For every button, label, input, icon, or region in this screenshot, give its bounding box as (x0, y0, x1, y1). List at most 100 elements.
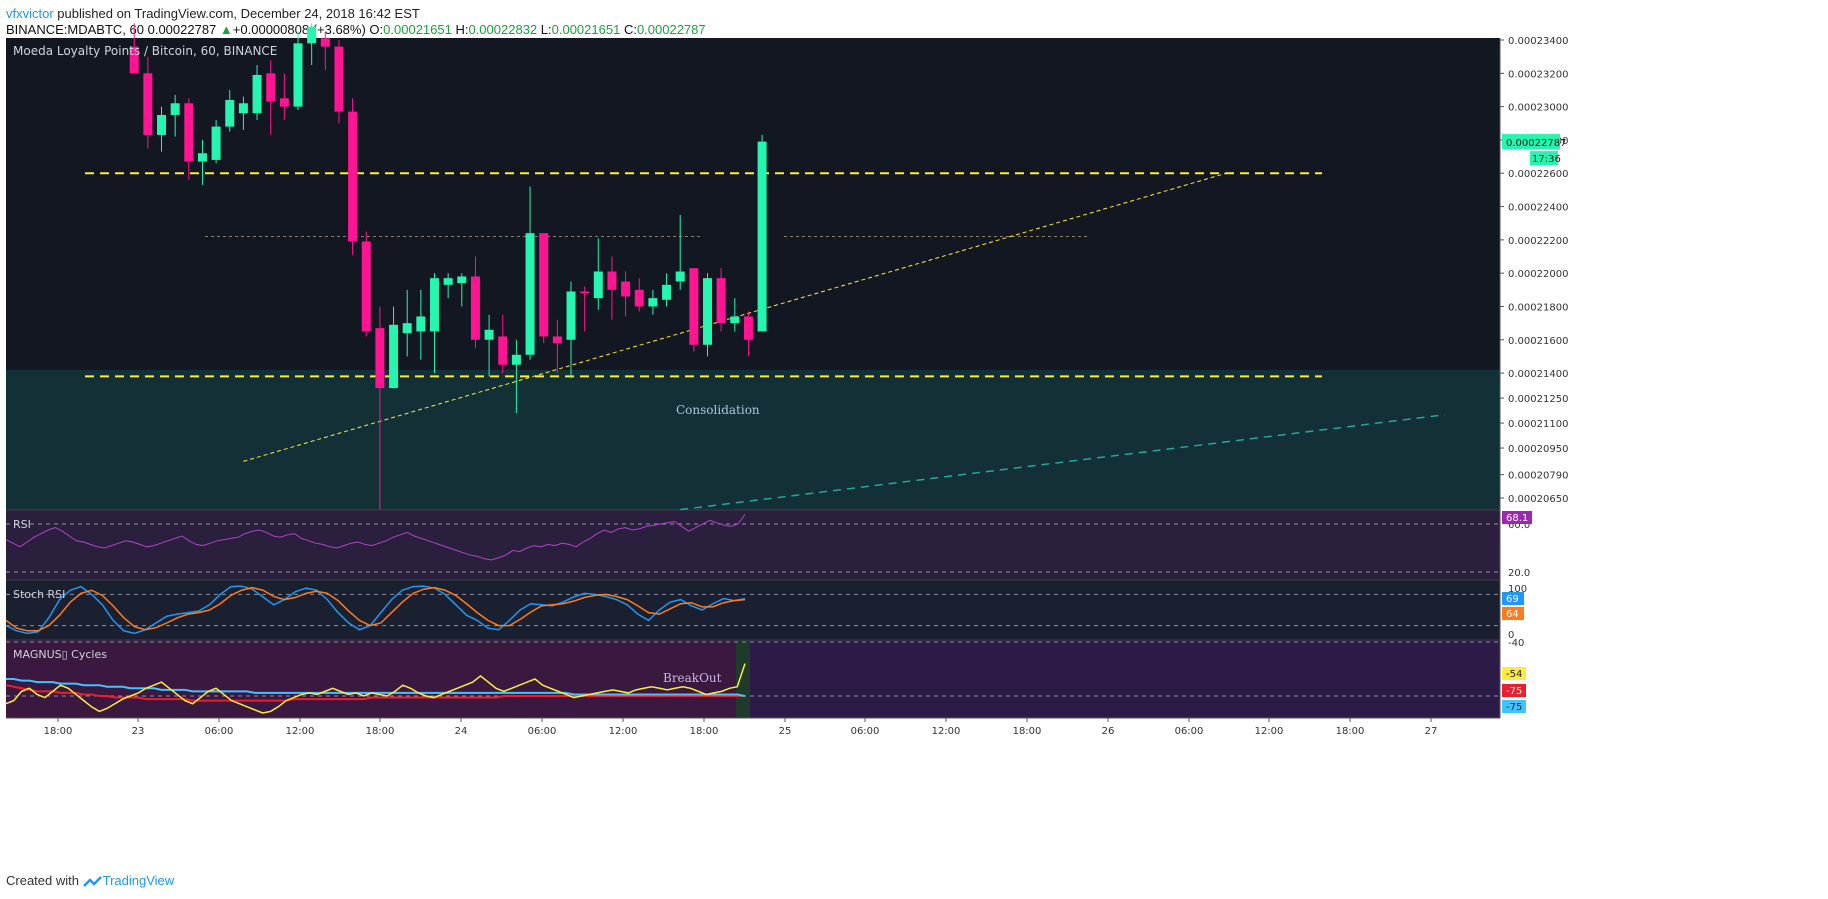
candle-body (552, 336, 562, 344)
candle (539, 233, 549, 344)
stoch-level-label: 100 (1508, 584, 1527, 595)
high-label: H: (455, 22, 469, 37)
price-tick-label: 0.00021250 (1508, 394, 1568, 405)
candle-body (539, 233, 549, 337)
candle (416, 289, 426, 360)
candle (511, 339, 521, 414)
candle (225, 89, 235, 132)
candle (334, 40, 344, 124)
candle-body (675, 271, 685, 282)
stoch-d-label: 64 (1506, 609, 1519, 620)
stoch-k-box (1502, 592, 1524, 605)
candle-body (402, 323, 412, 334)
magnus-value-label: -75 (1506, 702, 1522, 713)
candle (361, 231, 371, 337)
candle (552, 319, 562, 374)
price-tick-label: 0.00021800 (1508, 302, 1568, 313)
stoch-k-line (5, 585, 746, 635)
magnus-level-label: -40 (1508, 638, 1524, 649)
rsi-value-box (1502, 511, 1532, 524)
price-tick-label: 0.00022400 (1508, 203, 1568, 214)
high-value: 0.00022832 (468, 22, 538, 37)
magnus-value-label: -75 (1506, 686, 1522, 697)
chart-title: Moeda Loyalty Points / Bitcoin, 60, BINA… (13, 44, 277, 58)
magnus-value-label: -54 (1506, 669, 1522, 680)
tradingview-link[interactable]: TradingView (102, 873, 175, 888)
stoch-title: Stoch RSI (13, 588, 65, 601)
candle-body (266, 73, 276, 102)
candle-body (525, 233, 535, 355)
change-arrow-icon: ▲ (219, 22, 233, 37)
candle (648, 289, 658, 315)
current-price-box (1502, 134, 1560, 150)
stoch-k-label: 69 (1506, 594, 1519, 605)
price-tick-label: 0.00023000 (1508, 103, 1568, 114)
candle-body (757, 141, 767, 332)
candle-body (470, 276, 480, 340)
magnus-yellow-line (5, 663, 746, 714)
candle-body (703, 278, 712, 345)
ohlc-line: BINANCE:MDABTC, 60 0.00022787 ▲+0.000008… (6, 22, 706, 37)
candle (457, 273, 467, 307)
candle (197, 139, 207, 185)
time-tick-label: 12:00 (286, 726, 315, 737)
support-zone (6, 369, 1500, 510)
candle-body (621, 281, 631, 297)
tradingview-logo-icon (82, 875, 102, 887)
low-label: L: (540, 22, 552, 37)
candle-body (252, 74, 262, 114)
candle-body (334, 46, 344, 112)
rsi-level-label: 20.0 (1508, 568, 1530, 579)
time-tick-label: 24 (455, 726, 468, 737)
stoch-level-label: 0 (1508, 630, 1514, 641)
candle-body (662, 284, 672, 300)
candle-body (307, 26, 317, 44)
candle (662, 273, 672, 307)
candle-body (634, 289, 644, 307)
candle (484, 314, 494, 377)
candle (498, 314, 508, 374)
open-value: 0.00021651 (383, 22, 452, 37)
candle (348, 98, 358, 255)
candle-body (580, 291, 590, 294)
candle (675, 214, 685, 290)
candle-body (457, 276, 467, 284)
created-with-text: Created with (6, 873, 79, 888)
candle (689, 268, 699, 352)
candle (184, 98, 194, 180)
low-value: 0.00021651 (551, 22, 621, 37)
candle-body (143, 73, 153, 135)
candle (307, 23, 317, 65)
candle-body (129, 46, 139, 74)
breakout-highlight (736, 640, 750, 718)
candle (525, 186, 535, 360)
candle (238, 96, 248, 130)
candle-body (443, 278, 453, 285)
magnus-value-box (1502, 700, 1526, 713)
time-tick-label: 12:00 (609, 726, 638, 737)
candle-body (689, 268, 699, 345)
magnus-title: MAGNUS▯ Cycles (13, 648, 107, 661)
stoch-d-box (1502, 607, 1524, 620)
publisher-name[interactable]: vfxvictor (6, 6, 54, 21)
candle (743, 311, 753, 357)
time-tick-label: 18:00 (690, 726, 719, 737)
candle-body (170, 103, 180, 115)
magnus-value-box (1502, 667, 1526, 680)
price-tick-label: 0.00021400 (1508, 369, 1568, 380)
rsi-value-label: 68.1 (1506, 513, 1528, 524)
stoch-d-line (5, 586, 746, 632)
candle-body (225, 99, 235, 127)
price-tick-label: 0.00021600 (1508, 336, 1568, 347)
time-tick-label: 18:00 (1013, 726, 1042, 737)
close-value: 0.00022787 (636, 22, 706, 37)
candle-body (716, 278, 726, 324)
candle-body (157, 114, 166, 135)
candle-body (593, 271, 603, 299)
magnus-value-box (1502, 684, 1526, 697)
candle (252, 64, 262, 120)
candle (580, 286, 590, 332)
teal-trendline (680, 413, 1445, 511)
candle (320, 31, 330, 70)
